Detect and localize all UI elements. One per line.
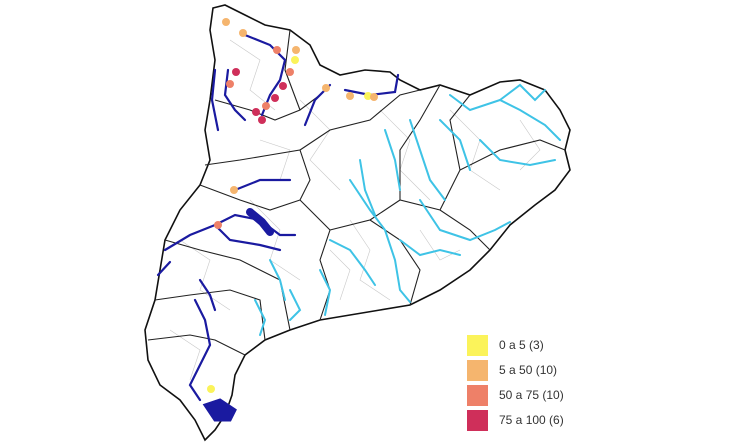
station-dot (207, 385, 215, 393)
station-dot (279, 82, 287, 90)
map (144, 4, 571, 442)
station-dot (252, 108, 260, 116)
station-dot (230, 186, 238, 194)
comarca-borders (147, 29, 566, 356)
legend-label: 5 a 50 (10) (499, 363, 557, 377)
legend-label: 50 a 75 (10) (499, 388, 564, 402)
station-dot (222, 18, 230, 26)
legend-label: 75 a 100 (6) (499, 413, 564, 427)
station-dot (273, 46, 281, 54)
station-dot (214, 221, 222, 229)
station-dot (370, 93, 378, 101)
station-dot (292, 46, 300, 54)
station-dot (258, 116, 266, 124)
legend-swatch (467, 335, 488, 356)
station-dot (286, 68, 294, 76)
station-dots (207, 18, 378, 393)
legend: 0 a 5 (3) 5 a 50 (10) 50 a 75 (10) 75 a 100… (467, 335, 564, 431)
rivers-east (254, 83, 561, 336)
station-dot (291, 56, 299, 64)
municipal-borders (169, 39, 541, 381)
station-dot (322, 84, 330, 92)
legend-swatch (467, 385, 488, 406)
rivers-west (156, 33, 400, 422)
station-dot (232, 68, 240, 76)
legend-swatch (467, 410, 488, 431)
station-dot (226, 80, 234, 88)
station-dot (239, 29, 247, 37)
station-dot (364, 92, 372, 100)
station-dot (346, 92, 354, 100)
station-dot (271, 94, 279, 102)
station-dot (262, 102, 270, 110)
legend-swatch (467, 360, 488, 381)
legend-label: 0 a 5 (3) (499, 338, 544, 352)
